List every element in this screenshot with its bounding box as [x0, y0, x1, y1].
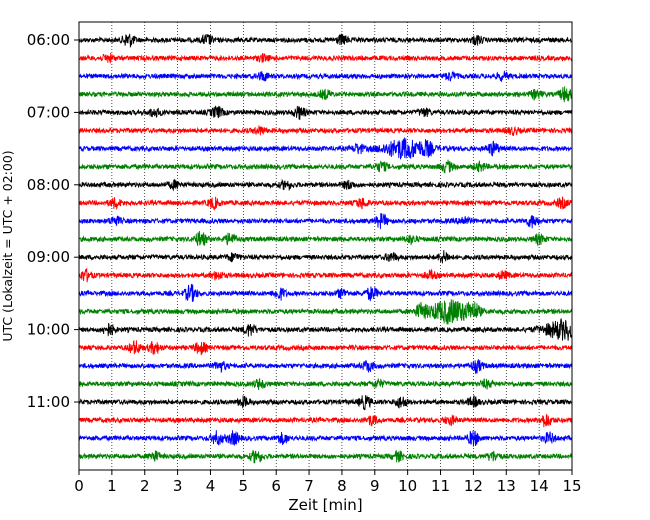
x-tick-label: 14: [530, 477, 549, 495]
y-tick-label: 08:00: [27, 176, 70, 194]
x-tick-label: 12: [464, 477, 483, 495]
plot-frame: [78, 21, 573, 471]
trace-line-0715: [78, 125, 573, 137]
trace-line-0845: [78, 231, 573, 247]
trace-line-0900: [78, 249, 573, 264]
x-tick-label: 15: [562, 477, 581, 495]
trace-line-0700: [78, 105, 573, 120]
x-tick-label: 2: [140, 477, 150, 495]
x-tick-label: 5: [239, 477, 249, 495]
trace-line-0930: [78, 283, 573, 302]
trace-line-1045: [78, 378, 573, 391]
x-tick-label: 9: [370, 477, 380, 495]
x-tick-label: 7: [304, 477, 314, 495]
x-tick-label: 11: [431, 477, 450, 495]
trace-line-1145: [78, 450, 573, 464]
x-tick-label: 13: [497, 477, 516, 495]
trace-line-0915: [78, 267, 573, 283]
y-axis-label: UTC (Lokalzeit = UTC + 02:00): [0, 150, 15, 341]
trace-line-0800: [78, 178, 573, 192]
trace-group: [78, 33, 573, 464]
x-tick-label: 8: [337, 477, 347, 495]
x-tick-label: 6: [271, 477, 281, 495]
trace-line-1000: [78, 317, 573, 341]
x-axis-label: Zeit [min]: [288, 496, 362, 514]
trace-line-0815: [78, 196, 573, 211]
x-axis-ticks: 0 1 2 3 4 5 6 7 8 9 10 11 12 13 14 15: [74, 470, 582, 495]
x-tick-label: 3: [173, 477, 183, 495]
trace-line-0600: [78, 33, 573, 48]
y-tick-label: 10:00: [27, 321, 70, 339]
trace-line-0945: [78, 299, 573, 325]
trace-line-1030: [78, 359, 573, 374]
trace-line-1130: [78, 430, 573, 447]
trace-line-0730: [78, 137, 573, 160]
trace-line-0745: [78, 159, 573, 174]
y-tick-label: 07:00: [27, 103, 70, 121]
y-axis-ticks: 06:00 07:00 08:00 09:00 10:00 11:00: [27, 31, 79, 411]
trace-line-1115: [78, 413, 573, 428]
trace-line-1100: [78, 394, 573, 411]
y-tick-label: 09:00: [27, 248, 70, 266]
trace-line-0630: [78, 70, 573, 83]
y-tick-label: 06:00: [27, 31, 70, 49]
y-tick-label: 11:00: [27, 393, 70, 411]
trace-line-1015: [78, 340, 573, 356]
trace-line-0645: [78, 86, 573, 103]
trace-line-0615: [78, 52, 573, 64]
x-tick-label: 10: [398, 477, 417, 495]
trace-line-0830: [78, 213, 573, 230]
x-tick-label: 1: [107, 477, 117, 495]
x-tick-label: 4: [206, 477, 216, 495]
x-tick-label: 0: [74, 477, 84, 495]
